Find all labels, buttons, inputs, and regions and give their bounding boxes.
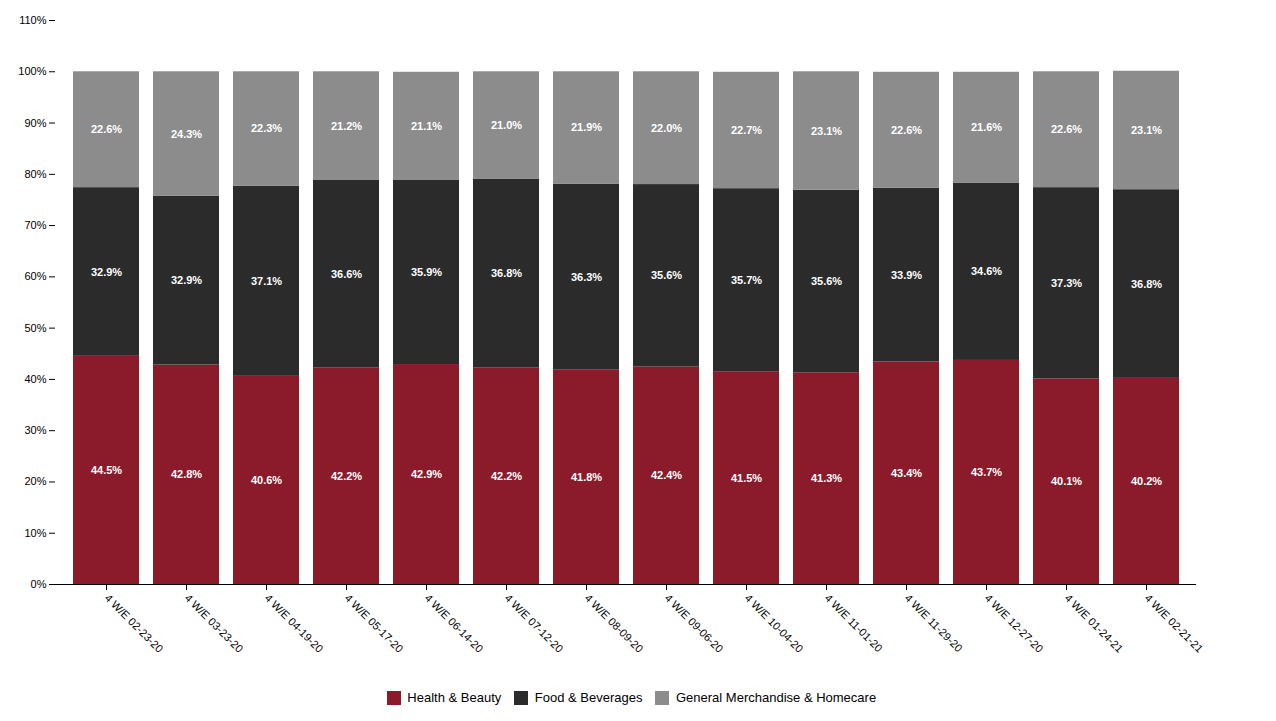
svg-text:42.2%: 42.2% <box>331 470 362 482</box>
svg-text:110%: 110% <box>19 14 47 26</box>
svg-text:24.3%: 24.3% <box>171 128 202 140</box>
svg-text:41.3%: 41.3% <box>811 472 842 484</box>
svg-text:41.5%: 41.5% <box>731 472 762 484</box>
svg-text:36.3%: 36.3% <box>571 271 602 283</box>
svg-text:35.6%: 35.6% <box>651 269 682 281</box>
svg-text:4 W/E 05-17-20: 4 W/E 05-17-20 <box>343 592 406 655</box>
svg-text:35.6%: 35.6% <box>811 275 842 287</box>
svg-text:22.6%: 22.6% <box>1051 123 1082 135</box>
svg-text:34.6%: 34.6% <box>971 265 1002 277</box>
svg-text:37.3%: 37.3% <box>1051 277 1082 289</box>
svg-text:40.6%: 40.6% <box>251 474 282 486</box>
html-text:General Merchandise & Homecare: General Merchandise & Homecare <box>676 690 877 705</box>
svg-text:10%: 10% <box>24 527 46 539</box>
svg-text:41.8%: 41.8% <box>571 471 602 483</box>
svg-text:4 W/E 10-04-20: 4 W/E 10-04-20 <box>743 592 806 655</box>
svg-text:36.6%: 36.6% <box>331 268 362 280</box>
svg-text:4 W/E 09-06-20: 4 W/E 09-06-20 <box>663 592 726 655</box>
svg-text:32.9%: 32.9% <box>171 274 202 286</box>
svg-text:23.1%: 23.1% <box>811 125 842 137</box>
svg-text:21.6%: 21.6% <box>971 121 1002 133</box>
svg-text:35.9%: 35.9% <box>411 266 442 278</box>
svg-text:43.4%: 43.4% <box>891 467 922 479</box>
svg-text:4 W/E 12-27-20: 4 W/E 12-27-20 <box>983 592 1046 655</box>
svg-text:23.1%: 23.1% <box>1131 124 1162 136</box>
svg-text:21.0%: 21.0% <box>491 119 522 131</box>
svg-text:70%: 70% <box>24 219 46 231</box>
html-text:Food & Beverages: Food & Beverages <box>534 690 643 705</box>
svg-text:4 W/E 01-24-21: 4 W/E 01-24-21 <box>1063 592 1126 655</box>
svg-text:42.2%: 42.2% <box>491 470 522 482</box>
svg-text:36.8%: 36.8% <box>1131 278 1162 290</box>
svg-text:0%: 0% <box>31 578 47 590</box>
svg-text:50%: 50% <box>24 322 46 334</box>
html-text:Health & Beauty: Health & Beauty <box>407 690 502 705</box>
svg-text:32.9%: 32.9% <box>91 266 122 278</box>
svg-text:4 W/E 11-01-20: 4 W/E 11-01-20 <box>823 592 885 654</box>
svg-text:35.7%: 35.7% <box>731 274 762 286</box>
svg-text:21.2%: 21.2% <box>331 120 362 132</box>
svg-text:4 W/E 08-09-20: 4 W/E 08-09-20 <box>583 592 646 655</box>
svg-text:4 W/E 07-12-20: 4 W/E 07-12-20 <box>503 592 566 655</box>
svg-text:43.7%: 43.7% <box>971 466 1002 478</box>
svg-text:40.1%: 40.1% <box>1051 475 1082 487</box>
svg-text:4 W/E 02-23-20: 4 W/E 02-23-20 <box>103 592 166 655</box>
svg-text:22.6%: 22.6% <box>91 123 122 135</box>
svg-text:44.5%: 44.5% <box>91 464 122 476</box>
svg-text:60%: 60% <box>24 270 46 282</box>
svg-text:22.0%: 22.0% <box>651 122 682 134</box>
svg-text:21.9%: 21.9% <box>571 121 602 133</box>
svg-text:30%: 30% <box>24 424 46 436</box>
svg-text:40%: 40% <box>24 373 46 385</box>
svg-text:36.8%: 36.8% <box>491 267 522 279</box>
svg-text:4 W/E 03-23-20: 4 W/E 03-23-20 <box>183 592 246 655</box>
svg-text:33.9%: 33.9% <box>891 269 922 281</box>
svg-text:42.4%: 42.4% <box>651 469 682 481</box>
svg-text:4 W/E 11-29-20: 4 W/E 11-29-20 <box>903 592 965 654</box>
svg-text:20%: 20% <box>24 475 46 487</box>
svg-text:40.2%: 40.2% <box>1131 475 1162 487</box>
svg-text:90%: 90% <box>24 117 46 129</box>
svg-text:4 W/E 06-14-20: 4 W/E 06-14-20 <box>423 592 486 655</box>
svg-text:4 W/E 04-19-20: 4 W/E 04-19-20 <box>263 592 326 655</box>
svg-text:21.1%: 21.1% <box>411 120 442 132</box>
svg-text:42.8%: 42.8% <box>171 468 202 480</box>
svg-text:4 W/E 02-21-21: 4 W/E 02-21-21 <box>1143 592 1206 655</box>
svg-text:37.1%: 37.1% <box>251 275 282 287</box>
svg-text:22.7%: 22.7% <box>731 124 762 136</box>
svg-text:22.3%: 22.3% <box>251 122 282 134</box>
svg-text:22.6%: 22.6% <box>891 124 922 136</box>
svg-text:42.9%: 42.9% <box>411 468 442 480</box>
svg-text:100%: 100% <box>18 65 46 77</box>
svg-text:80%: 80% <box>24 168 46 180</box>
